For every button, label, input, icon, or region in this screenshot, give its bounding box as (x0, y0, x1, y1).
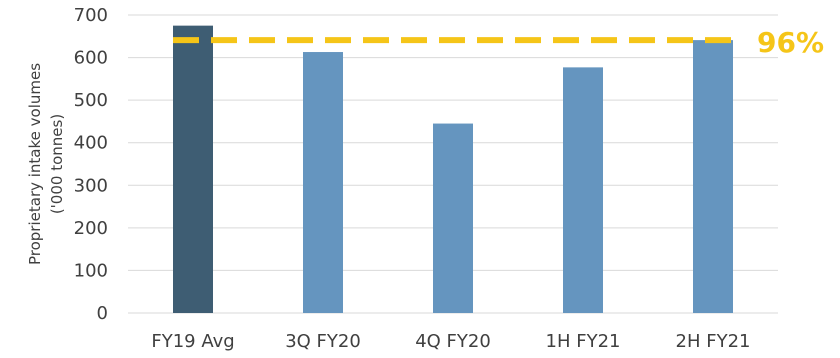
y-tick-label: 100 (74, 260, 108, 281)
x-category-label: 1H FY21 (546, 331, 621, 352)
y-axis-ticks: 0 100 200 300 400 500 600 700 (74, 5, 108, 324)
y-tick-label: 200 (74, 218, 108, 239)
y-tick-label: 600 (74, 48, 108, 69)
bar-1h-fy21 (563, 67, 603, 313)
y-tick-label: 500 (74, 90, 108, 111)
y-tick-label: 300 (74, 175, 108, 196)
bars (173, 25, 733, 314)
y-tick-label: 400 (74, 133, 108, 154)
percentage-annotation: 96% (757, 26, 824, 59)
x-category-label: 3Q FY20 (285, 331, 361, 352)
y-tick-label: 700 (74, 5, 108, 26)
y-axis-title-line-1: Proprietary intake volumes (26, 63, 44, 265)
y-tick-label: 0 (97, 303, 108, 324)
bar-fy19-avg (173, 25, 213, 314)
x-category-label: 4Q FY20 (415, 331, 491, 352)
bar-4q-fy20 (433, 123, 473, 313)
bar-2h-fy21 (693, 40, 733, 314)
bar-3q-fy20 (303, 52, 343, 314)
x-category-label: 2H FY21 (676, 331, 751, 352)
x-category-label: FY19 Avg (151, 331, 234, 352)
y-axis-title-line-2: ('000 tonnes) (48, 114, 66, 214)
x-axis-ticks: FY19 Avg 3Q FY20 4Q FY20 1H FY21 2H FY21 (151, 331, 750, 352)
